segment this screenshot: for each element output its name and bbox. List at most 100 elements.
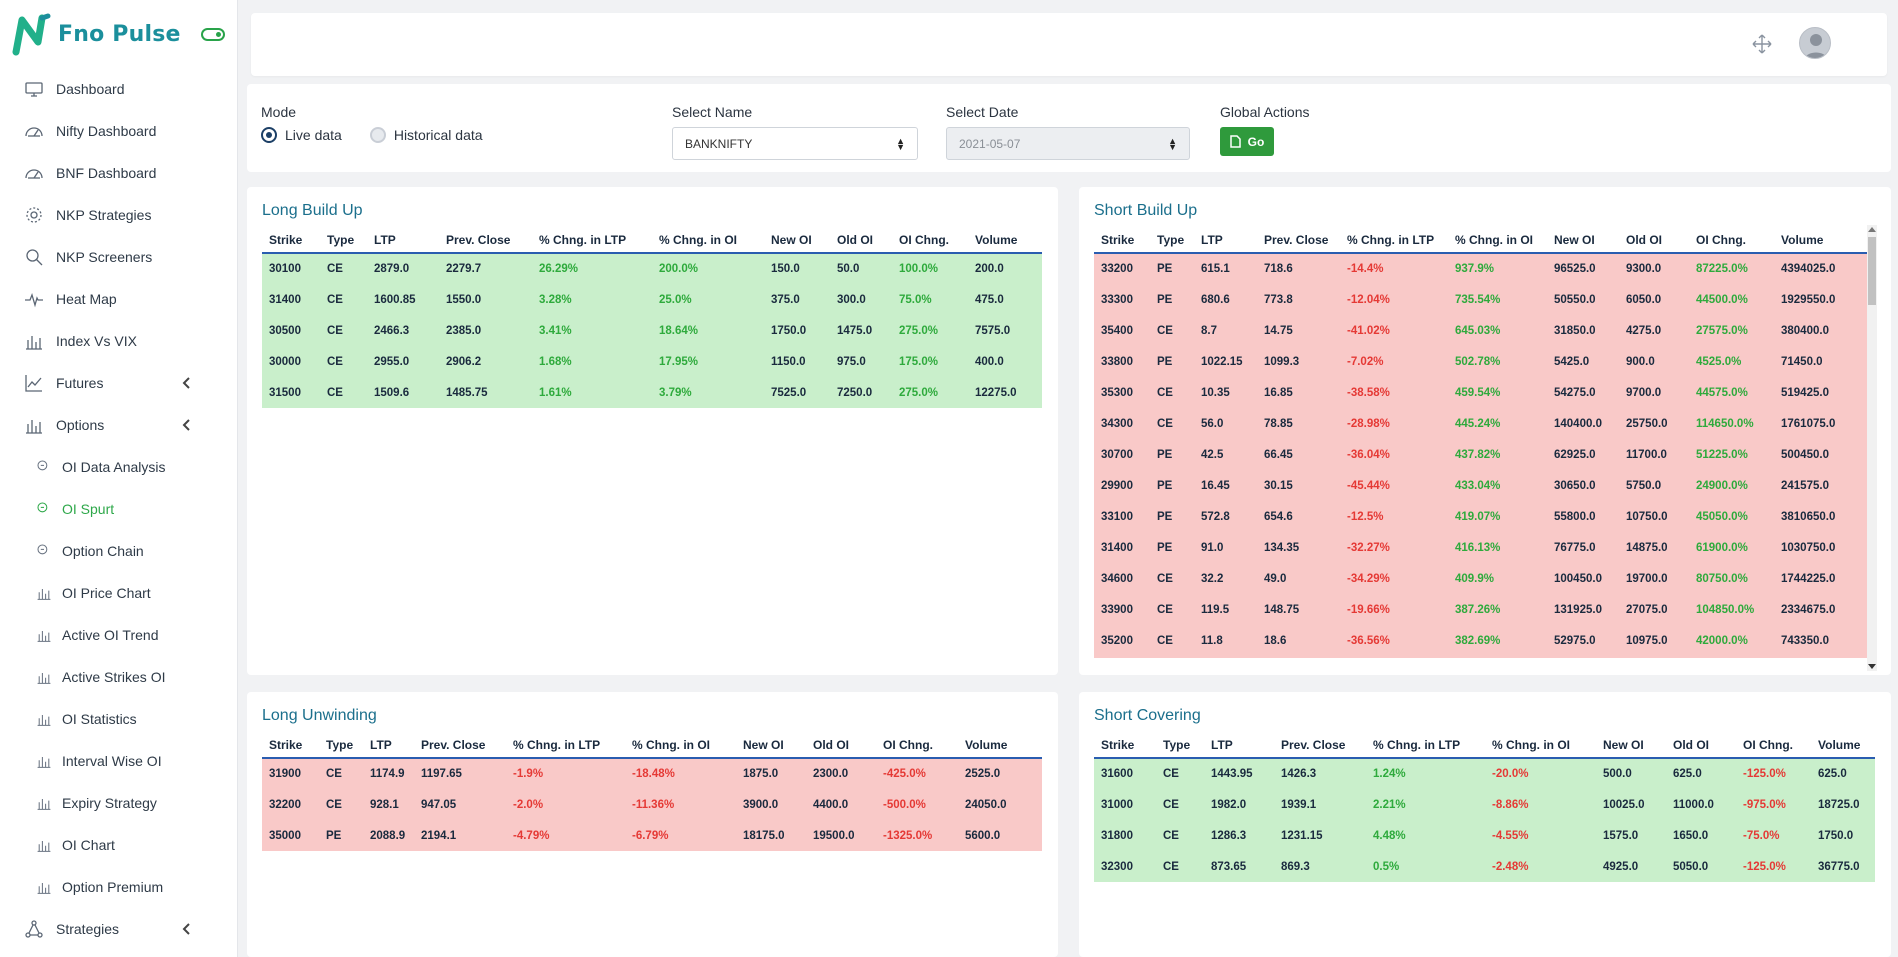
table-row[interactable]: 30000 CE 2955.0 2906.2 1.68% 17.95% 1150.0 975.…	[262, 346, 1042, 377]
table-row[interactable]: 34600 CE 32.2 49.0 -34.29% 409.9% 100450.0 1970…	[1094, 563, 1869, 594]
avatar[interactable]	[1799, 27, 1831, 59]
historical-data-label[interactable]: Historical data	[393, 127, 483, 143]
table-row[interactable]: 31600 CE 1443.95 1426.3 1.24% -20.0% 500.0 625.…	[1094, 758, 1875, 789]
column-header-volume[interactable]: Volume	[1774, 227, 1869, 254]
fullscreen-icon[interactable]	[1751, 33, 1773, 55]
column-header-volume[interactable]: Volume	[968, 227, 1042, 254]
column-header-oi-chng[interactable]: OI Chng.	[1689, 227, 1774, 254]
table-row[interactable]: 31800 CE 1286.3 1231.15 4.48% -4.55% 1575.0 165…	[1094, 820, 1875, 851]
scroll-down-icon[interactable]	[1868, 664, 1876, 669]
table-row[interactable]: 33900 CE 119.5 148.75 -19.66% 387.26% 131925.0…	[1094, 594, 1869, 625]
sidebar-subitem-oi-price-chart[interactable]: OI Price Chart	[0, 572, 237, 614]
column-header-chng-in-oi[interactable]: % Chng. in OI	[625, 732, 736, 759]
column-header-ltp[interactable]: LTP	[1194, 227, 1257, 254]
table-row[interactable]: 31400 PE 91.0 134.35 -32.27% 416.13% 76775.0 14…	[1094, 532, 1869, 563]
table-row[interactable]: 33300 PE 680.6 773.8 -12.04% 735.54% 50550.0 60…	[1094, 284, 1869, 315]
column-header-chng-in-oi[interactable]: % Chng. in OI	[1485, 732, 1596, 759]
sidebar-item-bnf-dashboard[interactable]: BNF Dashboard	[0, 152, 237, 194]
table-row[interactable]: 30700 PE 42.5 66.45 -36.04% 437.82% 62925.0 117…	[1094, 439, 1869, 470]
table-row[interactable]: 34300 CE 56.0 78.85 -28.98% 445.24% 140400.0 25…	[1094, 408, 1869, 439]
short-build-up-scroll-area[interactable]: Strike Type LTP Prev. Close% Chng. in LTP% …	[1094, 227, 1869, 658]
table-row[interactable]: 31400 CE 1600.85 1550.0 3.28% 25.0% 375.0 300.0…	[262, 284, 1042, 315]
sidebar-subitem-oi-statistics[interactable]: OI Statistics	[0, 698, 237, 740]
sidebar-item-nifty-dashboard[interactable]: Nifty Dashboard	[0, 110, 237, 152]
column-header-old-oi[interactable]: Old OI	[1619, 227, 1689, 254]
sidebar-item-nkp-strategies[interactable]: NKP Strategies	[0, 194, 237, 236]
column-header-ltp[interactable]: LTP	[1204, 732, 1274, 759]
column-header-chng-in-oi[interactable]: % Chng. in OI	[652, 227, 764, 254]
sidebar-subitem-oi-chart[interactable]: OI Chart	[0, 824, 237, 866]
column-header-ltp[interactable]: LTP	[367, 227, 439, 254]
go-button[interactable]: Go	[1220, 127, 1274, 156]
live-data-radio[interactable]	[261, 127, 277, 143]
sidebar-subitem-option-chain[interactable]: Option Chain	[0, 530, 237, 572]
column-header-volume[interactable]: Volume	[1811, 732, 1875, 759]
column-header-strike[interactable]: Strike	[1094, 732, 1156, 759]
column-header-oi-chng[interactable]: OI Chng.	[892, 227, 968, 254]
sidebar-item-options[interactable]: Options	[0, 404, 237, 446]
table-row[interactable]: 33100 PE 572.8 654.6 -12.5% 419.07% 55800.0 107…	[1094, 501, 1869, 532]
column-header-prev-close[interactable]: Prev. Close	[1257, 227, 1340, 254]
table-row[interactable]: 33200 PE 615.1 718.6 -14.4% 937.9% 96525.0 9300…	[1094, 253, 1869, 284]
sidebar-item-futures[interactable]: Futures	[0, 362, 237, 404]
sidebar-subitem-expiry-strategy[interactable]: Expiry Strategy	[0, 782, 237, 824]
column-header-prev-close[interactable]: Prev. Close	[439, 227, 532, 254]
chevron-left-icon[interactable]	[179, 375, 195, 391]
sidebar-subitem-active-oi-trend[interactable]: Active OI Trend	[0, 614, 237, 656]
column-header-prev-close[interactable]: Prev. Close	[1274, 732, 1366, 759]
table-row[interactable]: 32300 CE 873.65 869.3 0.5% -2.48% 4925.0 5050.0…	[1094, 851, 1875, 882]
column-header-chng-in-ltp[interactable]: % Chng. in LTP	[1340, 227, 1448, 254]
column-header-type[interactable]: Type	[1156, 732, 1204, 759]
column-header-oi-chng[interactable]: OI Chng.	[876, 732, 958, 759]
scroll-up-icon[interactable]	[1868, 227, 1876, 232]
table-row[interactable]: 35300 CE 10.35 16.85 -38.58% 459.54% 54275.0 97…	[1094, 377, 1869, 408]
sidebar-subitem-interval-wise-oi[interactable]: Interval Wise OI	[0, 740, 237, 782]
chevron-left-icon[interactable]	[179, 417, 195, 433]
column-header-volume[interactable]: Volume	[958, 732, 1042, 759]
column-header-chng-in-oi[interactable]: % Chng. in OI	[1448, 227, 1547, 254]
sidebar-subitem-oi-spurt[interactable]: OI Spurt	[0, 488, 237, 530]
live-data-label[interactable]: Live data	[285, 127, 342, 143]
column-header-type[interactable]: Type	[1150, 227, 1194, 254]
column-header-new-oi[interactable]: New OI	[764, 227, 830, 254]
column-header-old-oi[interactable]: Old OI	[806, 732, 876, 759]
table-row[interactable]: 31000 CE 1982.0 1939.1 2.21% -8.86% 10025.0 110…	[1094, 789, 1875, 820]
sidebar-item-index-vs-vix[interactable]: Index Vs VIX	[0, 320, 237, 362]
vertical-scrollbar[interactable]	[1867, 225, 1877, 671]
table-row[interactable]: 33800 PE 1022.15 1099.3 -7.02% 502.78% 5425.0 9…	[1094, 346, 1869, 377]
column-header-new-oi[interactable]: New OI	[1596, 732, 1666, 759]
table-row[interactable]: 29900 PE 16.45 30.15 -45.44% 433.04% 30650.0 57…	[1094, 470, 1869, 501]
column-header-strike[interactable]: Strike	[262, 732, 319, 759]
column-header-strike[interactable]: Strike	[262, 227, 320, 254]
column-header-chng-in-ltp[interactable]: % Chng. in LTP	[532, 227, 652, 254]
select-date-dropdown[interactable]: 2021-05-07 ▲ ▼	[946, 127, 1190, 160]
sidebar-subitem-active-strikes-oi[interactable]: Active Strikes OI	[0, 656, 237, 698]
table-row[interactable]: 32200 CE 928.1 947.05 -2.0% -11.36% 3900.0 4400…	[262, 789, 1042, 820]
table-row[interactable]: 31900 CE 1174.9 1197.65 -1.9% -18.48% 1875.0 23…	[262, 758, 1042, 789]
theme-toggle[interactable]	[200, 27, 225, 41]
column-header-old-oi[interactable]: Old OI	[830, 227, 892, 254]
column-header-type[interactable]: Type	[320, 227, 367, 254]
sidebar-item-heat-map[interactable]: Heat Map	[0, 278, 237, 320]
brand[interactable]: Fno Pulse	[0, 0, 237, 68]
sidebar-subitem-oi-data-analysis[interactable]: OI Data Analysis	[0, 446, 237, 488]
column-header-strike[interactable]: Strike	[1094, 227, 1150, 254]
table-row[interactable]: 35200 CE 11.8 18.6 -36.56% 382.69% 52975.0 1097…	[1094, 625, 1869, 656]
column-header-ltp[interactable]: LTP	[363, 732, 414, 759]
column-header-chng-in-ltp[interactable]: % Chng. in LTP	[506, 732, 625, 759]
column-header-new-oi[interactable]: New OI	[736, 732, 806, 759]
column-header-new-oi[interactable]: New OI	[1547, 227, 1619, 254]
select-name-dropdown[interactable]: BANKNIFTY ▲ ▼	[672, 127, 918, 160]
column-header-chng-in-ltp[interactable]: % Chng. in LTP	[1366, 732, 1485, 759]
table-row[interactable]: 30100 CE 2879.0 2279.7 26.29% 200.0% 150.0 50.0…	[262, 253, 1042, 284]
table-row[interactable]: 31500 CE 1509.6 1485.75 1.61% 3.79% 7525.0 7250…	[262, 377, 1042, 408]
sidebar-item-dashboard[interactable]: Dashboard	[0, 68, 237, 110]
sidebar-item-strategies[interactable]: Strategies	[0, 908, 237, 950]
sidebar-item-nkp-screeners[interactable]: NKP Screeners	[0, 236, 237, 278]
table-row[interactable]: 35400 CE 8.7 14.75 -41.02% 645.03% 31850.0 4275…	[1094, 315, 1869, 346]
table-row[interactable]: 30500 CE 2466.3 2385.0 3.41% 18.64% 1750.0 1475…	[262, 315, 1042, 346]
column-header-type[interactable]: Type	[319, 732, 363, 759]
chevron-left-icon[interactable]	[179, 921, 195, 937]
column-header-oi-chng[interactable]: OI Chng.	[1736, 732, 1811, 759]
historical-data-radio[interactable]	[369, 127, 386, 143]
